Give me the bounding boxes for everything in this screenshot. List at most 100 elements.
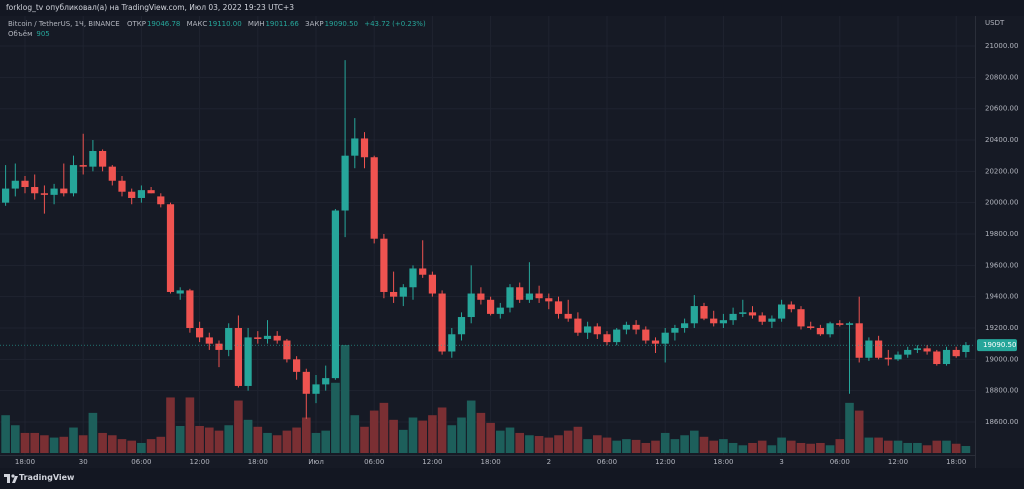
candle-body: [322, 378, 330, 385]
volume-bar: [224, 425, 233, 453]
candle-body: [69, 165, 78, 194]
candle-body: [545, 298, 553, 302]
candle-body: [681, 323, 689, 328]
candle-body: [215, 343, 223, 350]
volume-bar: [544, 437, 554, 453]
candle-body: [157, 196, 165, 205]
candle-body: [341, 155, 349, 211]
volume-bar: [428, 415, 437, 453]
volume-bar: [932, 440, 942, 453]
candle-body: [710, 318, 718, 324]
volume-bar: [166, 397, 175, 453]
x-tick-label: 18:00: [713, 458, 733, 466]
x-tick-label: 12:00: [655, 458, 675, 466]
candle-body: [719, 320, 727, 324]
volume-bar: [534, 436, 544, 453]
x-tick-label: 06:00: [364, 458, 384, 466]
volume-bar: [864, 437, 874, 453]
x-tick-label: 30: [79, 458, 88, 466]
y-tick-label: 19200.00: [985, 324, 1018, 332]
volume-bar: [127, 440, 136, 453]
volume-bar: [418, 420, 427, 453]
candle-body: [661, 332, 669, 344]
axis-unit: USDT: [985, 19, 1005, 27]
y-tick-label: 21000.00: [985, 42, 1018, 50]
y-tick-label: 20200.00: [985, 167, 1018, 175]
publisher: forklog_tv опубликовал(а) на TradingView…: [6, 3, 295, 12]
volume-bar: [20, 432, 30, 453]
candle-body: [89, 150, 97, 167]
candle-body: [176, 290, 184, 294]
volume-bar: [631, 439, 641, 453]
symbol: Bitcoin / TetherUS, 1Ч, BINANCE: [8, 20, 120, 28]
candle-body: [205, 337, 213, 344]
candle-body: [836, 323, 844, 325]
candle-body: [613, 329, 621, 343]
x-tick-label: 18:00: [15, 458, 35, 466]
volume-bar: [554, 435, 563, 453]
candle-body: [60, 188, 68, 194]
candle-body: [50, 188, 58, 195]
candle-body: [118, 180, 126, 192]
candle-body: [632, 324, 640, 330]
volume-bar: [321, 430, 330, 453]
x-tick-label: 06:00: [131, 458, 151, 466]
volume-bar: [641, 442, 651, 453]
ohlc-value: 19011.66: [265, 20, 299, 28]
x-tick-label: 06:00: [597, 458, 617, 466]
candle-body: [952, 349, 960, 357]
y-tick-label: 20600.00: [985, 105, 1018, 113]
candle-body: [622, 324, 630, 330]
candle-body: [399, 287, 407, 297]
candle-body: [79, 165, 87, 167]
volume-bar: [69, 427, 78, 453]
candle-body: [166, 204, 175, 292]
candle-body: [244, 337, 252, 386]
volume-value: 905: [36, 30, 50, 38]
y-tick-label: 20800.00: [985, 73, 1018, 81]
volume-bar: [399, 429, 408, 453]
volume-bar: [59, 436, 69, 453]
volume-bar: [728, 442, 738, 453]
candle-body: [21, 180, 29, 188]
volume-bar: [234, 400, 243, 453]
candle-body: [913, 348, 921, 350]
candle-body: [409, 268, 417, 288]
volume-bar: [660, 432, 670, 453]
candle-body: [739, 312, 747, 314]
volume-bar: [486, 422, 495, 453]
volume-bar: [49, 437, 59, 453]
volume-bar: [961, 446, 971, 453]
candle-body: [564, 313, 572, 319]
candle-body: [312, 384, 320, 394]
volume-bar: [845, 402, 854, 453]
candle-body: [477, 293, 485, 300]
candle-body: [584, 326, 592, 333]
candle-body: [128, 191, 136, 198]
candle-body: [884, 357, 892, 360]
candle-body: [904, 349, 912, 355]
volume-bar: [30, 432, 39, 453]
volume-bar: [185, 397, 195, 453]
candle-body: [31, 187, 39, 194]
candle-body: [933, 351, 941, 365]
volume-bar: [816, 442, 825, 453]
volume-bar: [806, 443, 815, 453]
candle-body: [768, 318, 776, 322]
volume-bar: [108, 435, 117, 453]
candle-body: [137, 190, 145, 198]
y-tick-label: 18800.00: [985, 387, 1018, 395]
candle-body: [855, 323, 863, 358]
candle-body: [467, 293, 475, 318]
volume-bar: [525, 435, 534, 453]
volume-bar: [447, 425, 457, 453]
volume-bar: [874, 437, 883, 453]
volume-bar: [757, 440, 767, 453]
volume-bar: [243, 419, 253, 453]
volume-bar: [369, 410, 379, 453]
candle-body: [923, 348, 931, 352]
x-tick-label: 2: [547, 458, 551, 466]
volume-bar: [292, 427, 301, 453]
volume-bar: [331, 382, 340, 453]
change: +43.72: [364, 20, 391, 28]
